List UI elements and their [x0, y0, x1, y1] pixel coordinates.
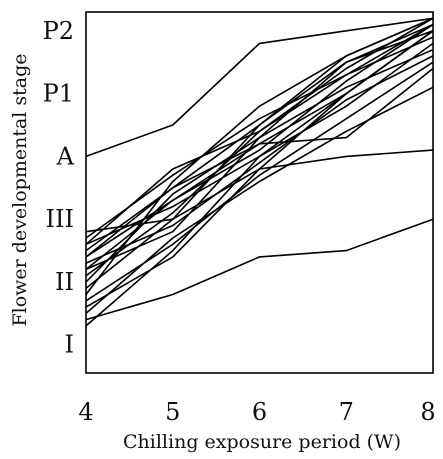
series-line-7	[85, 67, 434, 252]
series-line-13	[85, 55, 434, 264]
y-tick-label: A	[56, 142, 75, 170]
series-line-20	[85, 17, 434, 245]
plot-frame	[85, 11, 434, 374]
series-line-3	[85, 218, 434, 321]
x-tick-label: 6	[252, 398, 267, 426]
x-tick-label: 4	[78, 398, 93, 426]
series-group	[85, 17, 434, 327]
x-tick-label: 8	[420, 398, 435, 426]
y-tick-label: P1	[43, 80, 74, 108]
y-tick-label: I	[65, 331, 74, 359]
series-line-17	[85, 61, 434, 302]
series-line-18	[85, 23, 434, 258]
y-tick-label: III	[46, 205, 74, 233]
y-tick-labels: IIIIIIAP1P2G	[43, 17, 75, 359]
x-tick-labels: 4 5 6 7 8	[78, 398, 435, 426]
series-line-1	[85, 17, 434, 158]
x-axis-label: Chilling exposure period (W)	[123, 431, 401, 453]
x-tick-label: 7	[339, 398, 354, 426]
series-line-9	[85, 30, 434, 308]
x-tick-label: 5	[165, 398, 180, 426]
y-axis-label: Flower developmental stage	[9, 53, 31, 326]
series-line-4	[85, 30, 434, 327]
y-tick-label: P2	[43, 17, 74, 45]
y-tick-label: II	[55, 268, 74, 296]
